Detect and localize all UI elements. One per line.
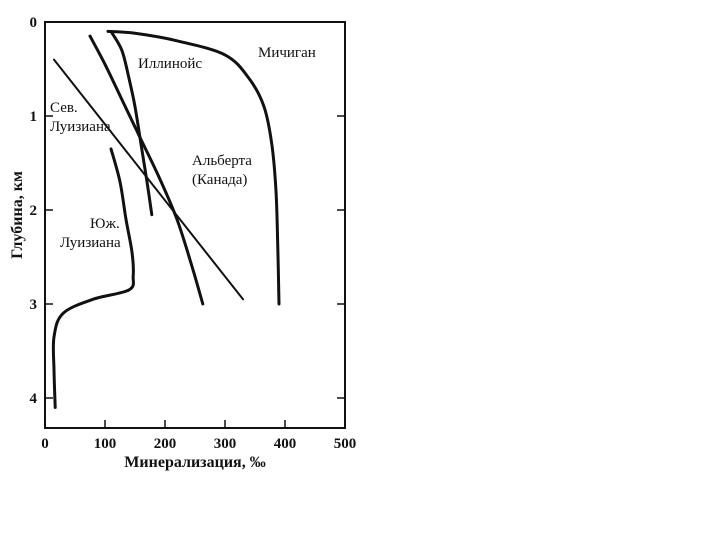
label-michigan: Мичиган [258,45,316,61]
series-south-louisiana [51,147,135,409]
x-tick-label: 500 [334,436,357,452]
x-tick-label: 400 [274,436,297,452]
series-alberta [88,34,205,306]
y-tick-label: 1 [30,109,38,125]
series-illinois [109,29,154,217]
label-illinois: Иллинойс [138,56,202,72]
series-labels: Мичиган Иллинойс Альберта (Канада) Сев. Луизи… [50,45,316,251]
y-tick-label: 2 [30,203,38,219]
x-axis-ticks: 0 100 200 300 400 500 [41,420,356,452]
x-tick-label: 200 [154,436,177,452]
label-north-louisiana: Сев. Луизиана [50,100,111,135]
x-tick-label: 300 [214,436,237,452]
y-axis-label: Глубина, км [9,171,26,259]
x-axis-label: Минерализация, ‰ [124,454,265,471]
label-alberta: Альберта (Канада) [192,153,252,188]
label-south-louisiana: Юж. Луизиана [60,216,121,251]
x-tick-label: 0 [41,436,49,452]
x-tick-label: 100 [94,436,117,452]
plot-frame [44,21,346,429]
series-layer [51,29,281,409]
series-north-louisiana [53,58,244,301]
series-michigan [106,29,281,306]
y-axis-ticks: 0 1 2 3 4 [30,15,345,407]
y-tick-label: 4 [30,391,38,407]
y-tick-label: 0 [30,15,38,31]
y-tick-label: 3 [30,297,38,313]
